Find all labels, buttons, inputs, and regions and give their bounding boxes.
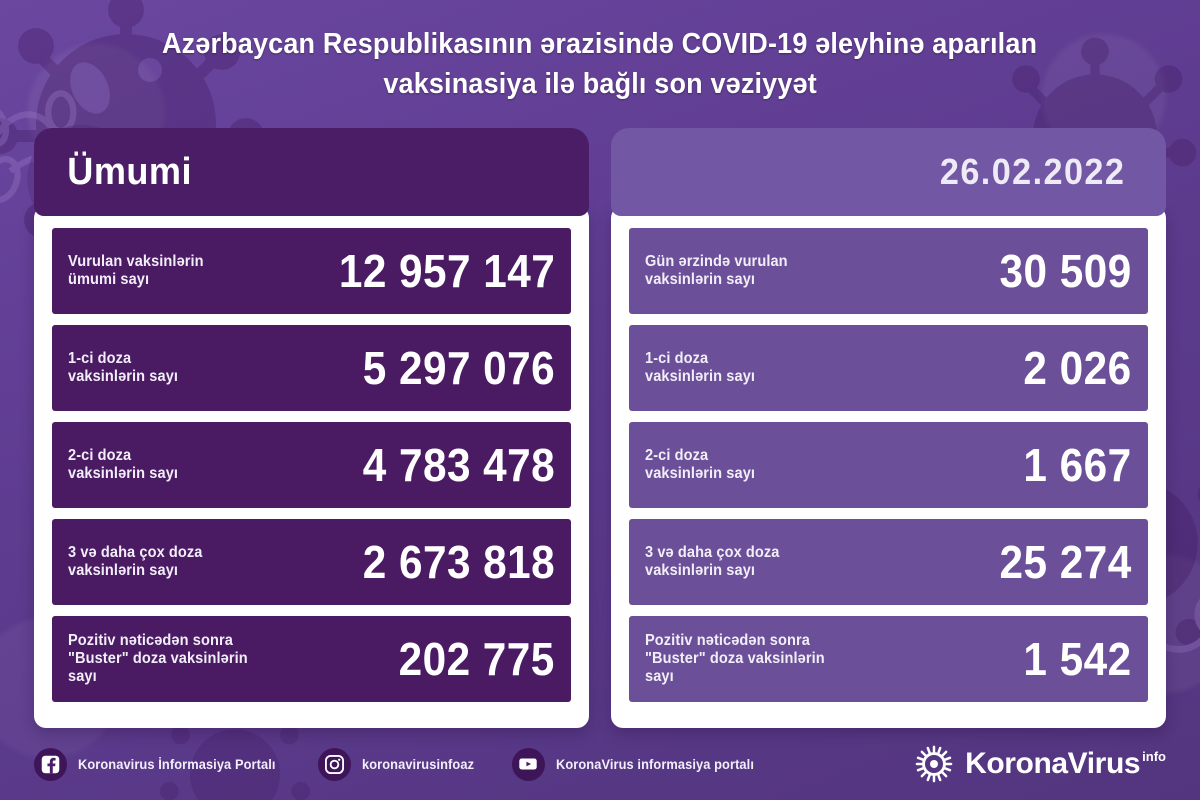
stat-value: 4 783 478 <box>362 439 555 491</box>
stat-row: 2-ci doza vaksinlərin sayı 1 667 <box>629 422 1148 508</box>
panel-total-header: Ümumi <box>34 128 589 216</box>
footer-bar: Koronavirus İnformasiya Portalı koronavi… <box>0 728 1200 800</box>
stat-label: 3 və daha çox doza vaksinlərin sayı <box>645 544 780 579</box>
panel-total-body: Vurulan vaksinlərin ümumi sayı 12 957 14… <box>34 206 589 728</box>
panel-daily-date: 26.02.2022 <box>939 151 1126 192</box>
stat-row: 2-ci doza vaksinlərin sayı 4 783 478 <box>52 422 571 508</box>
virus-logo-icon <box>915 745 953 783</box>
stat-row: Gün ərzində vurulan vaksinlərin sayı 30 … <box>629 228 1148 314</box>
stat-row: Vurulan vaksinlərin ümumi sayı 12 957 14… <box>52 228 571 314</box>
facebook-icon[interactable] <box>34 747 67 781</box>
page-title-line-1: Azərbaycan Respublikasının ərazisində CO… <box>162 28 1038 60</box>
brand-suffix: info <box>1142 749 1166 764</box>
social-link-youtube[interactable]: KoronaVirus informasiya portalı <box>511 747 764 781</box>
panels-container: Ümumi Vurulan vaksinlərin ümumi sayı 12 … <box>0 128 1200 728</box>
stat-row: Pozitiv nəticədən sonra "Buster" doza va… <box>52 616 571 702</box>
stat-label: Pozitiv nəticədən sonra "Buster" doza va… <box>68 632 248 685</box>
social-label: KoronaVirus informasiya portalı <box>555 756 754 772</box>
page-title: Azərbaycan Respublikasının ərazisində CO… <box>0 0 1200 128</box>
page-title-line-2: vaksinasiya ilə bağlı son vəziyyət <box>383 68 817 100</box>
panel-daily: 26.02.2022 Gün ərzində vurulan vaksinlər… <box>611 128 1166 728</box>
stat-label: Pozitiv nəticədən sonra "Buster" doza va… <box>645 632 825 685</box>
stat-row: 3 və daha çox doza vaksinlərin sayı 2 67… <box>52 519 571 605</box>
panel-total: Ümumi Vurulan vaksinlərin ümumi sayı 12 … <box>34 128 589 728</box>
brand-logo[interactable]: KoronaVirus info <box>915 745 1180 783</box>
stat-label: 2-ci doza vaksinlərin sayı <box>68 447 179 482</box>
stat-label: Gün ərzində vurulan vaksinlərin sayı <box>645 253 788 288</box>
stat-value: 5 297 076 <box>362 342 555 394</box>
stat-label: Vurulan vaksinlərin ümumi sayı <box>68 253 204 288</box>
stat-value: 2 673 818 <box>362 536 555 588</box>
panel-total-heading: Ümumi <box>67 150 193 193</box>
stat-row: 1-ci doza vaksinlərin sayı 2 026 <box>629 325 1148 411</box>
stat-label: 3 və daha çox doza vaksinlərin sayı <box>68 544 203 579</box>
social-label: Koronavirus İnformasiya Portalı <box>78 756 276 772</box>
stat-label: 1-ci doza vaksinlərin sayı <box>68 350 179 385</box>
brand-name: KoronaVirus <box>965 747 1141 780</box>
youtube-icon[interactable] <box>511 747 545 781</box>
stat-value: 202 775 <box>398 633 555 685</box>
stat-label: 2-ci doza vaksinlərin sayı <box>645 447 756 482</box>
stat-row: 1-ci doza vaksinlərin sayı 5 297 076 <box>52 325 571 411</box>
stat-value: 1 542 <box>1023 633 1132 685</box>
panel-daily-body: Gün ərzində vurulan vaksinlərin sayı 30 … <box>611 206 1166 728</box>
social-link-facebook[interactable]: Koronavirus İnformasiya Portalı <box>34 747 286 781</box>
stat-row: 3 və daha çox doza vaksinlərin sayı 25 2… <box>629 519 1148 605</box>
social-link-instagram[interactable]: koronavirusinfoaz <box>317 747 480 781</box>
panel-daily-header: 26.02.2022 <box>611 128 1166 216</box>
stat-value: 1 667 <box>1023 439 1132 491</box>
stat-value: 12 957 147 <box>338 245 555 297</box>
social-label: koronavirusinfoaz <box>361 756 475 772</box>
stat-value: 25 274 <box>999 536 1132 588</box>
stat-value: 30 509 <box>999 245 1132 297</box>
instagram-icon[interactable] <box>317 747 351 781</box>
stat-value: 2 026 <box>1023 342 1132 394</box>
stat-label: 1-ci doza vaksinlərin sayı <box>645 350 756 385</box>
stat-row: Pozitiv nəticədən sonra "Buster" doza va… <box>629 616 1148 702</box>
